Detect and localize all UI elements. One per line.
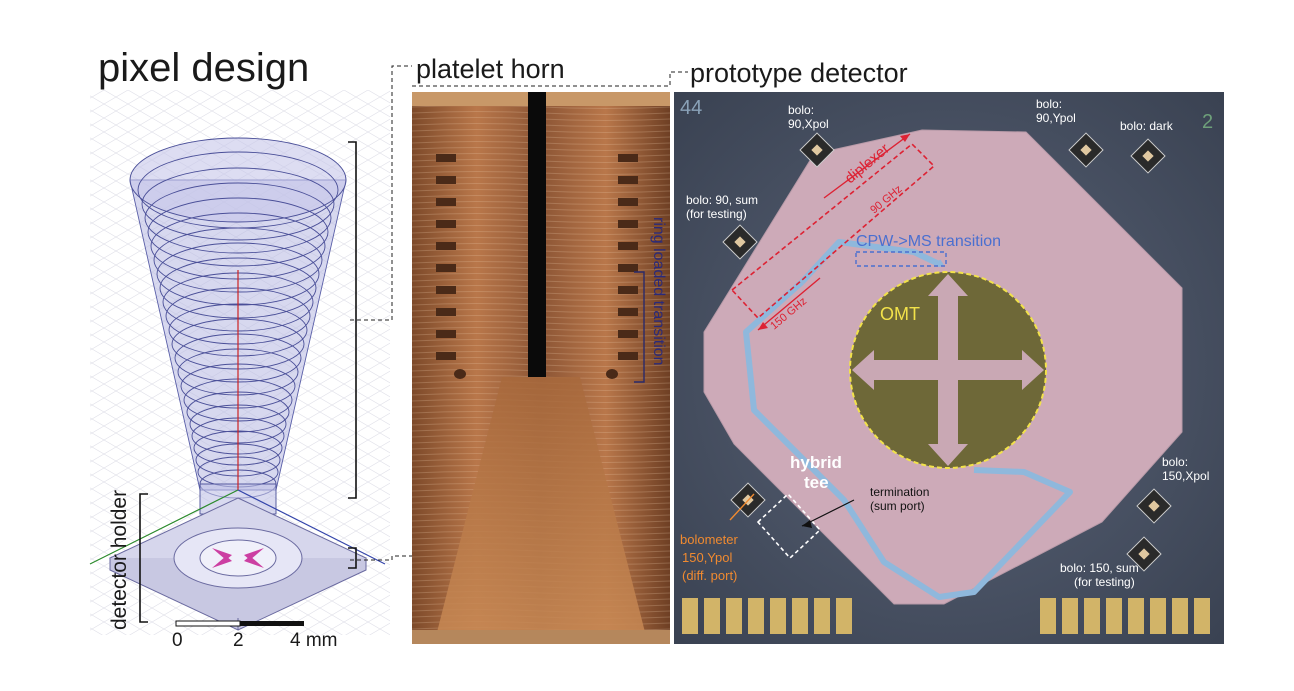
bolo90x-label-2: 90,Xpol bbox=[788, 117, 829, 131]
horn-bore bbox=[434, 377, 648, 644]
bolo90y-label-2: 90,Ypol bbox=[1036, 111, 1076, 125]
scale-bar: 0 2 4 mm bbox=[172, 620, 338, 650]
bolo90sum-label-2: (for testing) bbox=[686, 207, 747, 221]
termination-label-1: termination bbox=[870, 485, 929, 499]
ring-slots bbox=[436, 154, 638, 379]
bolodark-label: bolo: dark bbox=[1120, 119, 1174, 133]
termination-arrow bbox=[801, 499, 855, 527]
bolo150sum-label-2: (for testing) bbox=[1074, 575, 1135, 589]
bolo150sum-label-1: bolo: 150, sum bbox=[1060, 561, 1139, 575]
bolo90y-label-1: bolo: bbox=[1036, 97, 1062, 111]
pixel-design-title: pixel design bbox=[98, 46, 310, 90]
omt-label: OMT bbox=[880, 304, 920, 324]
central-bore bbox=[528, 92, 546, 377]
horn-bracket bbox=[348, 141, 357, 499]
platelet-horn-panel: ring loaded transition bbox=[412, 92, 670, 644]
detector-holder-label: detector holder bbox=[108, 490, 131, 630]
bolometer-arrow bbox=[729, 493, 755, 521]
chip-number: 44 bbox=[680, 97, 702, 119]
omt: OMT bbox=[849, 271, 1047, 469]
bolo90x-label-1: bolo: bbox=[788, 103, 814, 117]
bolometer-label-2: 150,Ypol bbox=[682, 550, 732, 565]
bolometers bbox=[722, 132, 1172, 572]
cpw-transition-label: CPW->MS transition bbox=[856, 233, 1001, 250]
hybrid-label-1: hybrid bbox=[790, 453, 842, 472]
omt-probes bbox=[212, 548, 264, 568]
prototype-detector-panel: 44 2 diplexer 90 GHz 150 GHz bbox=[674, 92, 1224, 644]
ring-bracket bbox=[634, 271, 645, 383]
x-axis bbox=[89, 489, 239, 565]
detector-labels: bolo: 90,Xpol bolo: 90,Ypol bolo: dark b… bbox=[680, 97, 1209, 589]
bolo150x-label-1: bolo: bbox=[1162, 455, 1188, 469]
scale-tick-4mm: 4 mm bbox=[290, 630, 338, 650]
prototype-detector-title: prototype detector bbox=[690, 58, 908, 88]
detector-holder-bracket bbox=[139, 493, 148, 623]
holder-bracket bbox=[348, 547, 357, 569]
ring-loaded-transition-label: ring loaded transition bbox=[650, 217, 667, 366]
termination-label-2: (sum port) bbox=[870, 499, 925, 513]
contact-pads bbox=[682, 598, 1210, 634]
bolometer-label-1: bolometer bbox=[680, 532, 738, 547]
hybrid-label-2: tee bbox=[804, 473, 829, 492]
bolo150x-label-2: 150,Xpol bbox=[1162, 469, 1209, 483]
pixel-design-panel: detector holder 0 2 4 mm bbox=[89, 90, 390, 650]
bolometer-label-3: (diff. port) bbox=[682, 568, 737, 583]
bolo90sum-label-1: bolo: 90, sum bbox=[686, 193, 758, 207]
detector-holder bbox=[108, 497, 368, 631]
chip-mark: 2 bbox=[1202, 111, 1213, 133]
scale-tick-0: 0 bbox=[172, 630, 183, 650]
platelet-horn-title: platelet horn bbox=[416, 54, 565, 84]
cpw-transition-box bbox=[855, 251, 947, 267]
scale-tick-2: 2 bbox=[233, 630, 244, 650]
y-axis bbox=[237, 489, 386, 565]
